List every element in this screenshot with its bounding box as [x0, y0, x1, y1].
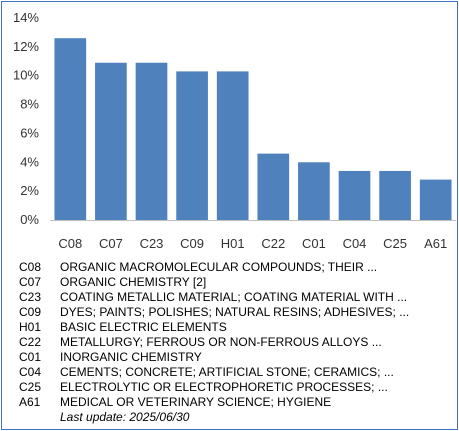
legend-row: H01 BASIC ELECTRIC ELEMENTS — [2, 320, 457, 335]
x-tick-label: C09 — [180, 236, 204, 251]
legend-row: C07 ORGANIC CHEMISTRY [2] — [2, 275, 457, 290]
legend-description: MEDICAL OR VETERINARY SCIENCE; HYGIENE — [60, 395, 332, 409]
legend-row: C23 COATING METALLIC MATERIAL; COATING MA… — [2, 290, 457, 305]
legend-code: C23 — [19, 290, 42, 304]
bar-c01 — [298, 162, 330, 220]
x-tick-label: C04 — [343, 236, 367, 251]
legend-row: C25 ELECTROLYTIC OR ELECTROPHORETIC PROCE… — [2, 380, 457, 395]
y-tick-label: 10% — [13, 68, 39, 83]
legend-row: C08 ORGANIC MACROMOLECULAR COMPOUNDS; THE… — [2, 260, 457, 275]
bar-c09 — [176, 71, 208, 220]
bar-c25 — [379, 170, 411, 220]
bar-c23 — [135, 62, 168, 220]
x-tick-label: C08 — [58, 236, 82, 251]
legend-description: DYES; PAINTS; POLISHES; NATURAL RESINS; … — [60, 305, 410, 319]
last-update-note: Last update: 2025/06/30 — [60, 410, 190, 424]
legend-description: BASIC ELECTRIC ELEMENTS — [60, 320, 227, 334]
legend-code: C04 — [19, 365, 42, 379]
bar-chart: 0%2%4%6%8%10%12%14% C08 C07 C23 C09 H01 C22 C0… — [13, 10, 456, 251]
legend-code: C08 — [19, 260, 42, 274]
legend-code: C01 — [19, 350, 42, 364]
bar-c22 — [257, 153, 290, 220]
x-axis: C08 C07 C23 C09 H01 C22 C01 C04 C25 A61 — [58, 236, 447, 251]
y-tick-label: 14% — [13, 10, 39, 25]
y-tick-label: 4% — [20, 154, 39, 169]
legend-code: H01 — [19, 320, 42, 334]
x-tick-label: C01 — [302, 236, 326, 251]
legend-code: C07 — [19, 275, 42, 289]
y-tick-label: 6% — [20, 125, 39, 140]
legend-code: A61 — [19, 395, 41, 409]
legend-description: ORGANIC CHEMISTRY [2] — [60, 275, 207, 289]
bar-a61 — [419, 179, 452, 220]
y-tick-label: 12% — [13, 39, 39, 54]
category-legend: C08 ORGANIC MACROMOLECULAR COMPOUNDS; THE… — [2, 260, 457, 410]
y-tick-label: 2% — [20, 183, 39, 198]
bar-h01 — [216, 71, 249, 220]
legend-code: C22 — [19, 335, 42, 349]
legend-code: C25 — [19, 380, 42, 394]
x-tick-label: H01 — [221, 236, 245, 251]
bar-series — [54, 38, 452, 221]
legend-row: C01 INORGANIC CHEMISTRY — [2, 350, 457, 365]
legend-description: METALLURGY; FERROUS OR NON-FERROUS ALLOY… — [60, 335, 382, 349]
y-axis: 0% 2% 4% 6% 8% 10% 12% 14% — [13, 10, 39, 227]
x-tick-label: C23 — [140, 236, 164, 251]
y-tick-label: 8% — [20, 97, 39, 112]
legend-row: C09 DYES; PAINTS; POLISHES; NATURAL RESIN… — [2, 305, 457, 320]
x-tick-label: C07 — [99, 236, 123, 251]
y-tick-label: 0% — [20, 212, 39, 227]
bar-c08 — [54, 38, 87, 221]
legend-description: INORGANIC CHEMISTRY — [60, 350, 202, 364]
legend-code: C09 — [19, 305, 42, 319]
legend-description: ORGANIC MACROMOLECULAR COMPOUNDS; THEIR … — [60, 260, 378, 274]
legend-row: C04 CEMENTS; CONCRETE; ARTIFICIAL STONE; … — [2, 365, 457, 380]
x-tick-label: A61 — [424, 236, 447, 251]
x-tick-label: C25 — [383, 236, 407, 251]
legend-row: A61 MEDICAL OR VETERINARY SCIENCE; HYGIEN… — [2, 395, 457, 410]
bar-c04 — [338, 170, 371, 220]
bar-c07 — [95, 62, 127, 220]
x-tick-label: C22 — [261, 236, 285, 251]
legend-description: CEMENTS; CONCRETE; ARTIFICIAL STONE; CER… — [60, 365, 394, 379]
legend-description: ELECTROLYTIC OR ELECTROPHORETIC PROCESSE… — [60, 380, 388, 394]
legend-row: C22 METALLURGY; FERROUS OR NON-FERROUS AL… — [2, 335, 457, 350]
legend-description: COATING METALLIC MATERIAL; COATING MATER… — [60, 290, 408, 304]
